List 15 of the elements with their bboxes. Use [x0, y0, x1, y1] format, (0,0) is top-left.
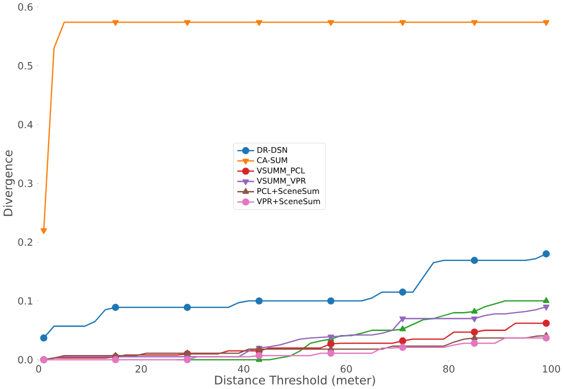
x-tick-label: 80 — [443, 365, 454, 372]
y-tick-label: 0.1 — [18, 297, 32, 305]
y-axis-title: Divergence — [3, 150, 15, 216]
y-tick-label: 0.6 — [18, 3, 33, 11]
y-tick-label: 0.3 — [18, 180, 32, 187]
x-tick-label: 100 — [543, 365, 560, 372]
y-tick-label: 0.4 — [18, 120, 33, 128]
y-tick-label: 0.5 — [18, 62, 32, 70]
y-tick-label: 0.0 — [18, 356, 33, 364]
x-tick-label: 20 — [136, 365, 147, 372]
x-tick-label: 60 — [340, 365, 352, 372]
x-tick-label: 40 — [238, 365, 250, 372]
y-tick-label: 0.2 — [18, 238, 32, 246]
x-tick-label: 0 — [36, 365, 42, 372]
x-axis-title: Distance Threshold (meter) — [215, 375, 375, 386]
